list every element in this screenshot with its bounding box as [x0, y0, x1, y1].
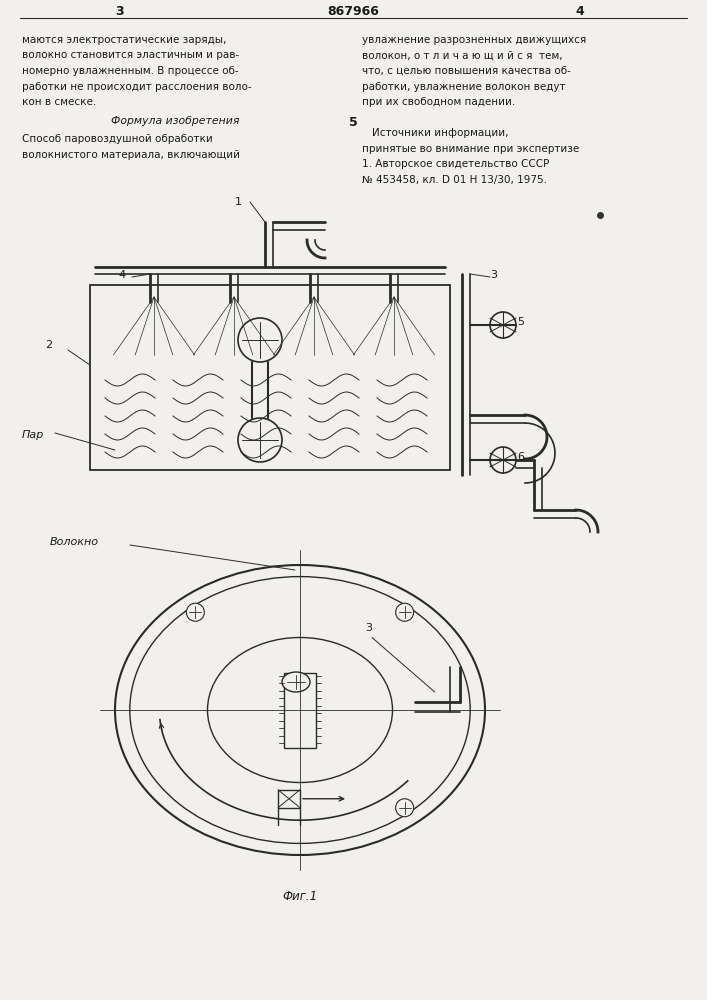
Circle shape [396, 799, 414, 817]
Text: волокнистого материала, включающий: волокнистого материала, включающий [22, 149, 240, 159]
Text: кон в смеске.: кон в смеске. [22, 97, 96, 107]
Text: 5: 5 [517, 317, 524, 327]
Text: Волокно: Волокно [50, 537, 99, 547]
Bar [278, 790, 300, 808]
Text: Пар: Пар [22, 430, 45, 440]
Bar [284, 673, 316, 748]
Circle shape [490, 447, 516, 473]
Text: 2: 2 [45, 340, 52, 350]
Text: 5: 5 [349, 115, 357, 128]
Text: волокон, о т л и ч а ю щ и й с я  тем,: волокон, о т л и ч а ю щ и й с я тем, [362, 50, 563, 60]
Bar [90, 285, 450, 470]
Ellipse shape [282, 672, 310, 692]
Text: 3: 3 [365, 623, 372, 633]
Circle shape [238, 318, 282, 362]
Text: Фиг.1: Фиг.1 [282, 890, 317, 903]
Text: 1: 1 [235, 197, 242, 207]
Circle shape [187, 603, 204, 621]
Text: 4: 4 [575, 5, 585, 18]
Text: увлажнение разрозненных движущихся: увлажнение разрозненных движущихся [362, 35, 586, 45]
Text: Формула изобретения: Формула изобретения [111, 116, 239, 126]
Text: Источники информации,: Источники информации, [372, 128, 508, 138]
Text: 6: 6 [517, 452, 524, 462]
Circle shape [238, 418, 282, 462]
Text: № 453458, кл. D 01 H 13/30, 1975.: № 453458, кл. D 01 H 13/30, 1975. [362, 174, 547, 184]
Text: работки, увлажнение волокон ведут: работки, увлажнение волокон ведут [362, 82, 566, 92]
Text: номерно увлажненным. В процессе об-: номерно увлажненным. В процессе об- [22, 66, 239, 76]
Text: волокно становится эластичным и рав-: волокно становится эластичным и рав- [22, 50, 239, 60]
Text: 3: 3 [116, 5, 124, 18]
Text: 1. Авторское свидетельство СССР: 1. Авторское свидетельство СССР [362, 159, 549, 169]
Text: маются электростатические заряды,: маются электростатические заряды, [22, 35, 226, 45]
Text: что, с целью повышения качества об-: что, с целью повышения качества об- [362, 66, 571, 76]
Text: 4: 4 [118, 270, 125, 280]
Text: 3: 3 [490, 270, 497, 280]
Text: работки не происходит расслоения воло-: работки не происходит расслоения воло- [22, 82, 252, 92]
Text: Способ паровоздушной обработки: Способ паровоздушной обработки [22, 134, 213, 144]
Circle shape [396, 603, 414, 621]
Text: 867966: 867966 [327, 5, 379, 18]
Circle shape [490, 312, 516, 338]
Text: при их свободном падении.: при их свободном падении. [362, 97, 515, 107]
Text: принятые во внимание при экспертизе: принятые во внимание при экспертизе [362, 143, 579, 153]
